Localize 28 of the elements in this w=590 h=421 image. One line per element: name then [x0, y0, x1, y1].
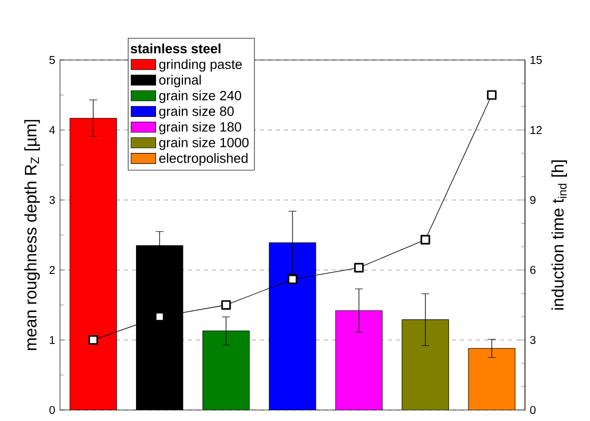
legend-label: electropolished: [159, 153, 248, 166]
y-tick-label: 1: [50, 336, 55, 344]
y-tick-label: 4: [49, 126, 55, 134]
y2-axis-title: induction time t$_{ind}$ [h]: [551, 160, 567, 310]
legend-label: grain size 180: [159, 122, 242, 134]
y2-tick-label: 0: [530, 406, 536, 414]
point: [420, 234, 430, 244]
legend-label: grain size 240: [159, 90, 242, 103]
y2-tick-label: 6: [530, 266, 536, 274]
point: [486, 90, 497, 100]
point: [288, 274, 298, 284]
y2-tick-label: 9: [530, 196, 536, 204]
legend-label: original: [159, 74, 201, 88]
y-tick-label: 0: [49, 406, 55, 414]
point: [88, 335, 98, 345]
legend-label: grain size 80: [159, 106, 234, 119]
y2-tick-label: 15: [530, 56, 542, 64]
y-tick-label: 5: [49, 56, 55, 64]
y2-tick-label: 12: [530, 126, 542, 134]
legend-label: grinding paste: [159, 59, 242, 72]
y-axis-title: mean roughness depth R$_{Z}$ [µm]: [24, 120, 40, 350]
point: [221, 300, 231, 310]
y-tick-label: 3: [49, 196, 55, 204]
y-tick-label: 2: [50, 266, 55, 274]
point: [354, 262, 364, 272]
y2-tick-label: 3: [530, 336, 536, 344]
legend-label: grain size 1000: [159, 138, 249, 150]
legend-title: stainless steel: [130, 44, 220, 54]
